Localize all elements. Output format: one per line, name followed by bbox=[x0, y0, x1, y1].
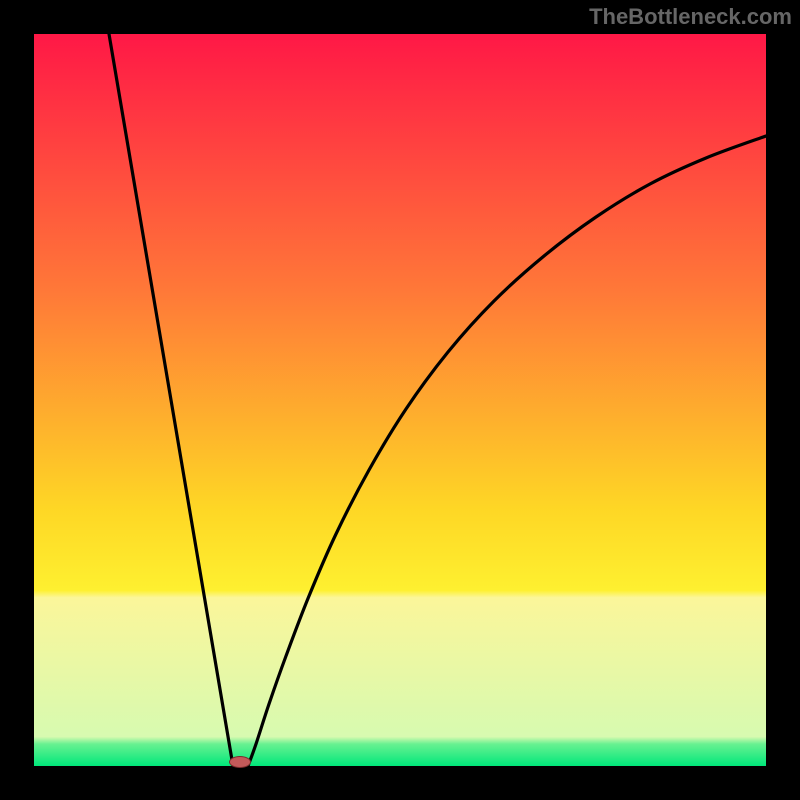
watermark-label: TheBottleneck.com bbox=[589, 4, 792, 30]
curve-left_line bbox=[109, 34, 233, 766]
plot-area bbox=[34, 34, 766, 766]
curve-layer bbox=[34, 34, 766, 766]
curve-right_curve bbox=[248, 136, 766, 766]
min-marker bbox=[229, 756, 251, 768]
outer-frame: TheBottleneck.com bbox=[0, 0, 800, 800]
